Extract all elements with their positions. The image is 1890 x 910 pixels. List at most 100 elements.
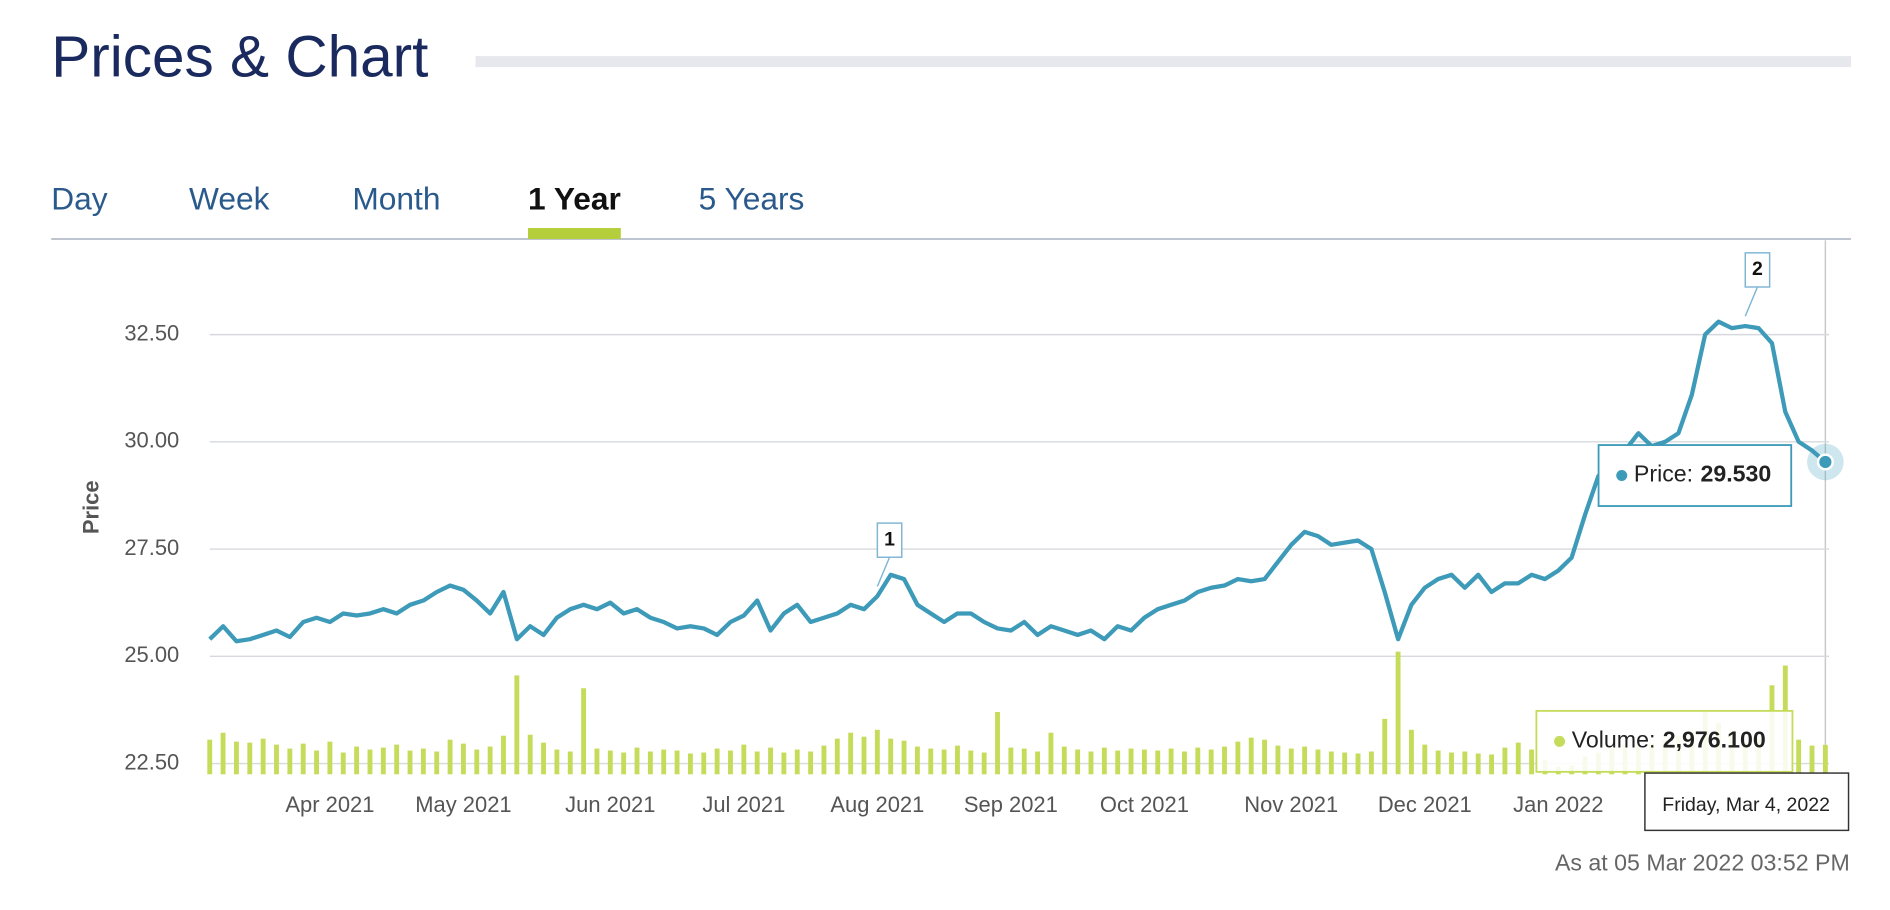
volume-bar	[901, 740, 907, 775]
volume-bar	[1075, 749, 1081, 775]
volume-bar	[407, 750, 413, 775]
volume-bar	[1395, 651, 1401, 775]
volume-bar	[1382, 718, 1388, 775]
volume-bar	[955, 745, 960, 775]
volume-bar	[1008, 747, 1014, 775]
volume-bar	[327, 741, 333, 775]
volume-bar	[300, 743, 306, 775]
volume-tooltip-value: 2,976.100	[1663, 726, 1766, 752]
price-tooltip-label: Price:	[1634, 461, 1693, 487]
volume-bar	[501, 735, 506, 775]
flag-pole	[876, 556, 891, 587]
flag-label: 2	[1752, 258, 1763, 280]
volume-bar	[821, 745, 827, 775]
volume-bar	[781, 752, 787, 775]
tab[interactable]: Day	[51, 181, 108, 217]
price-tooltip-text: Price: 29.530	[1634, 461, 1771, 487]
y-tick-label: 27.50	[124, 535, 179, 560]
volume-bar	[1435, 750, 1441, 775]
volume-bar	[1208, 749, 1214, 775]
volume-bar	[1315, 749, 1321, 775]
volume-bar	[1035, 751, 1041, 775]
active-tab-underline	[527, 228, 621, 239]
volume-bar	[1529, 749, 1535, 775]
date-tooltip-text: Friday, Mar 4, 2022	[1662, 794, 1830, 816]
volume-bar	[354, 746, 360, 775]
x-tick-label: Jun 2021	[565, 792, 655, 817]
volume-bar	[1502, 747, 1508, 775]
tab[interactable]: 5 Years	[699, 181, 805, 217]
volume-bar	[460, 743, 466, 775]
volume-bar	[207, 739, 213, 775]
volume-bar	[1195, 747, 1201, 775]
volume-bar	[1141, 749, 1147, 775]
volume-bar	[420, 748, 426, 775]
y-tick-label: 25.00	[124, 642, 179, 667]
volume-bar	[1822, 744, 1828, 775]
volume-bar	[861, 736, 867, 775]
x-tick-label: Jan 2022	[1513, 792, 1603, 817]
volume-tooltip-label: Volume:	[1572, 726, 1656, 752]
y-axis-title: Price	[78, 480, 103, 534]
flag	[1744, 252, 1771, 288]
volume-bar	[607, 750, 613, 775]
volume-bar	[314, 750, 319, 775]
price-line	[208, 319, 1827, 644]
volume-bar	[1515, 742, 1521, 775]
tab[interactable]: Week	[189, 181, 270, 217]
volume-bar	[514, 675, 520, 775]
volume-bar	[888, 738, 894, 775]
y-tick-label: 22.50	[124, 749, 179, 774]
volume-bar	[434, 751, 440, 775]
volume-bar	[1462, 751, 1468, 775]
volume-bar	[447, 739, 453, 775]
volume-bar	[1128, 748, 1134, 775]
volume-bar	[1262, 739, 1268, 775]
volume-bar	[581, 688, 587, 775]
price-tooltip-dot	[1616, 470, 1628, 482]
volume-bar	[1048, 732, 1054, 775]
volume-bar	[1489, 754, 1494, 775]
volume-bar	[1088, 751, 1094, 775]
x-tick-label: Nov 2021	[1244, 792, 1338, 817]
volume-bar	[527, 734, 533, 775]
volume-bar	[661, 749, 667, 775]
volume-bar	[1328, 751, 1334, 775]
volume-bar	[1115, 750, 1121, 775]
volume-bar	[474, 749, 480, 775]
flag-pole	[1744, 286, 1759, 317]
title-rule	[475, 56, 1851, 68]
volume-bar	[220, 732, 226, 775]
tab[interactable]: Month	[352, 181, 440, 217]
volume-bar	[1475, 753, 1481, 775]
volume-bar	[687, 753, 693, 775]
volume-bar	[1182, 751, 1187, 775]
volume-bar	[260, 738, 266, 775]
volume-tooltip-dot	[1554, 735, 1566, 747]
volume-bar	[1061, 746, 1067, 775]
volume-bar	[834, 738, 840, 775]
x-tick-label: Dec 2021	[1378, 792, 1472, 817]
volume-bar	[1449, 752, 1454, 775]
page-title: Prices & Chart	[51, 24, 428, 89]
volume-bar	[981, 752, 987, 775]
x-tick-label: Apr 2021	[285, 792, 374, 817]
volume-tooltip-text: Volume: 2,976.100	[1572, 726, 1766, 752]
x-tick-label: Jul 2021	[702, 792, 785, 817]
volume-bar	[594, 748, 600, 775]
volume-tooltip	[1535, 709, 1794, 773]
volume-bar	[621, 752, 627, 775]
volume-bar	[554, 749, 560, 775]
volume-bar	[1101, 747, 1107, 775]
volume-bar	[634, 747, 640, 775]
volume-bar	[1368, 751, 1374, 775]
y-tick-label: 32.50	[124, 320, 179, 345]
x-tick-label: Aug 2021	[830, 792, 924, 817]
volume-bar	[1796, 739, 1802, 775]
volume-bar	[794, 749, 800, 775]
volume-bar	[1355, 753, 1361, 775]
volume-bar	[487, 746, 493, 775]
volume-bar	[808, 751, 814, 775]
tab[interactable]: 1 Year	[528, 181, 621, 217]
x-tick-label: May 2021	[415, 792, 511, 817]
